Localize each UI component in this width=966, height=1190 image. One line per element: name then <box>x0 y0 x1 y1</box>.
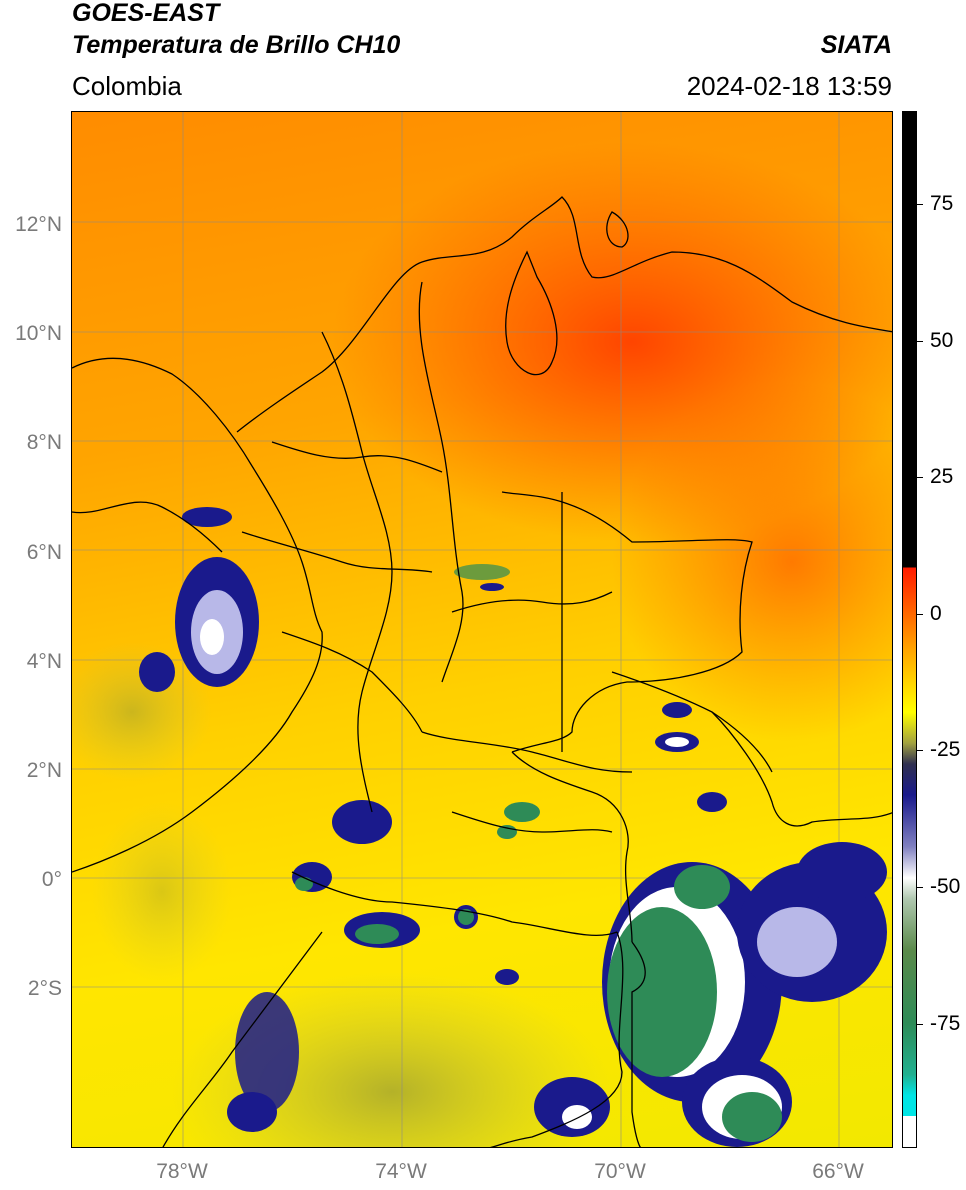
colorbar-label-neg75: -75 <box>930 1012 961 1035</box>
satellite-title: GOES-EAST <box>72 0 220 27</box>
lat-label-12n: 12°N <box>15 213 62 236</box>
border-peru-coast <box>162 931 323 1147</box>
border-venezuela-brazil <box>711 711 892 827</box>
lat-label-4n: 4°N <box>26 650 62 673</box>
dept-border-3 <box>271 441 443 473</box>
colorbar-tick <box>917 750 923 751</box>
lake-maracaibo <box>505 250 558 376</box>
region-label: Colombia <box>72 71 182 101</box>
cloud-cluster-amazon <box>602 702 887 1147</box>
borders <box>72 196 892 1147</box>
dept-border-4 <box>241 531 433 573</box>
border-venezuela <box>501 491 753 753</box>
cloud-clusters <box>139 507 887 1147</box>
olive-region-pacific <box>92 802 232 982</box>
product-title: Temperatura de Brillo CH10 <box>72 31 401 59</box>
lon-label-66w: 66°W <box>812 1160 864 1183</box>
lat-label-2s: 2°S <box>27 977 62 1000</box>
border-peru-brazil <box>490 931 624 1147</box>
cloud-cluster-andes <box>454 564 510 591</box>
colorbar-tick <box>917 887 923 888</box>
colorbar-label-neg25: -25 <box>930 738 961 761</box>
lat-label-2n: 2°N <box>26 759 62 782</box>
cloud-cluster-pacific <box>139 507 259 692</box>
dept-border-2 <box>418 281 464 683</box>
coastline-pacific <box>72 357 323 873</box>
dept-border-1 <box>321 331 393 813</box>
border-brazil-north <box>511 751 633 943</box>
colorbar-tick <box>917 204 923 205</box>
map-layer <box>72 112 892 1147</box>
lat-label-equator: 0° <box>41 868 62 891</box>
warm-region-east <box>612 382 892 742</box>
timestamp-label: 2024-02-18 13:59 <box>686 71 892 101</box>
colorbar-label-75: 75 <box>930 192 954 215</box>
organization-label: SIATA <box>820 31 892 59</box>
colorbar-tick <box>917 1024 923 1025</box>
dept-border-5 <box>281 631 423 733</box>
coastline-caribbean <box>236 196 892 433</box>
dept-border-7 <box>421 731 633 773</box>
lon-label-78w: 78°W <box>156 1160 208 1183</box>
coastline-panama <box>72 501 223 553</box>
lon-label-70w: 70°W <box>594 1160 646 1183</box>
satellite-map[interactable] <box>71 111 893 1148</box>
border-ecuador-peru <box>291 871 618 936</box>
olive-region-west <box>72 642 212 782</box>
colorbar-label-0: 0 <box>930 602 942 625</box>
colorbar-tick <box>917 614 923 615</box>
cloud-cluster-south-central <box>227 800 610 1137</box>
dept-border-10 <box>451 811 613 833</box>
border-brazil-south <box>631 941 646 1147</box>
lon-label-74w: 74°W <box>375 1160 427 1183</box>
colorbar-label-50: 50 <box>930 329 954 352</box>
lat-label-6n: 6°N <box>26 541 62 564</box>
colorbar-tick <box>917 477 923 478</box>
paraguana-peninsula <box>606 211 629 248</box>
colorbar <box>902 111 917 1148</box>
colorbar-label-neg50: -50 <box>930 875 961 898</box>
colorbar-tick <box>917 341 923 342</box>
lat-label-10n: 10°N <box>15 322 62 345</box>
dept-border-6 <box>451 591 613 613</box>
dept-border-9 <box>611 671 773 773</box>
colorbar-label-25: 25 <box>930 465 954 488</box>
lat-label-8n: 8°N <box>26 431 62 454</box>
